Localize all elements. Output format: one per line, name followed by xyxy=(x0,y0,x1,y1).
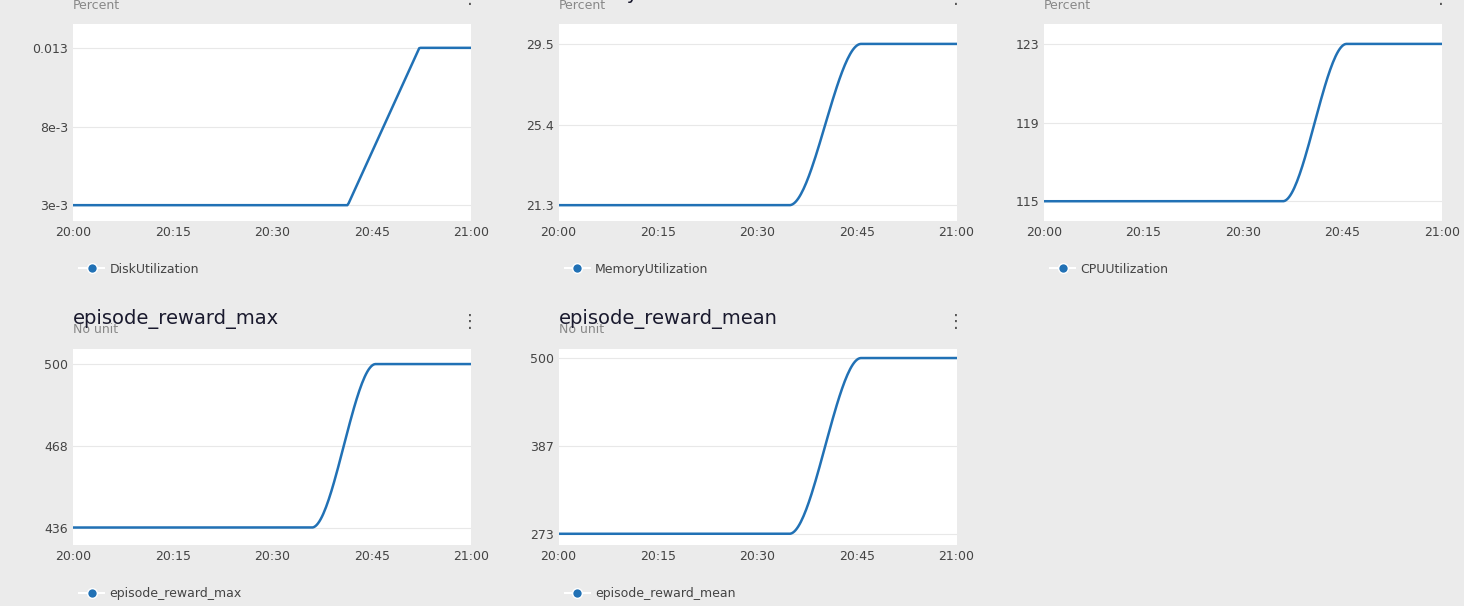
Legend: CPUUtilization: CPUUtilization xyxy=(1050,262,1168,276)
Text: ⋮: ⋮ xyxy=(1432,0,1449,7)
Text: Percent: Percent xyxy=(1044,0,1091,12)
Legend: MemoryUtilization: MemoryUtilization xyxy=(565,262,709,276)
Text: Percent: Percent xyxy=(73,0,120,12)
Text: MemoryUtilization: MemoryUtilization xyxy=(559,0,736,3)
Text: No unit: No unit xyxy=(559,323,603,336)
Text: episode_reward_max: episode_reward_max xyxy=(73,308,280,328)
Legend: episode_reward_mean: episode_reward_mean xyxy=(565,587,735,600)
Text: Percent: Percent xyxy=(559,0,606,12)
Text: No unit: No unit xyxy=(73,323,119,336)
Text: ⋮: ⋮ xyxy=(461,0,479,7)
Text: ⋮: ⋮ xyxy=(947,0,965,7)
Text: episode_reward_mean: episode_reward_mean xyxy=(559,308,777,328)
Legend: DiskUtilization: DiskUtilization xyxy=(79,262,199,276)
Text: DiskUtilization: DiskUtilization xyxy=(73,0,214,3)
Text: CPUUtilization: CPUUtilization xyxy=(1044,0,1181,3)
Legend: episode_reward_max: episode_reward_max xyxy=(79,587,242,600)
Text: ⋮: ⋮ xyxy=(461,313,479,331)
Text: ⋮: ⋮ xyxy=(947,313,965,331)
